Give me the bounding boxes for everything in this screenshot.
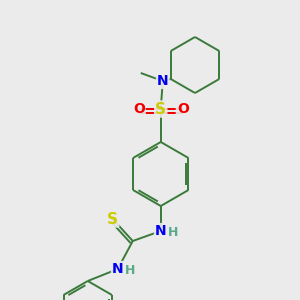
Text: N: N xyxy=(157,74,169,88)
Text: O: O xyxy=(177,102,189,116)
Text: S: S xyxy=(107,212,118,226)
Text: S: S xyxy=(155,101,166,116)
Text: H: H xyxy=(168,226,178,238)
Text: N: N xyxy=(112,262,124,276)
Text: N: N xyxy=(155,224,167,238)
Text: O: O xyxy=(133,102,145,116)
Text: H: H xyxy=(124,263,135,277)
